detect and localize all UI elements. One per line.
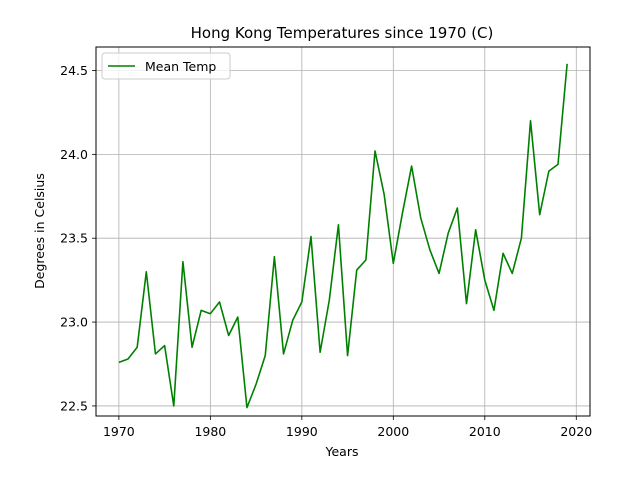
y-axis-label: Degrees in Celsius — [32, 173, 47, 289]
legend: Mean Temp — [102, 53, 230, 79]
x-axis-label: Years — [325, 444, 359, 459]
x-tick-label: 1980 — [194, 424, 226, 439]
y-tick-label: 23.5 — [60, 231, 88, 246]
x-tick-label: 1990 — [286, 424, 318, 439]
chart-title: Hong Kong Temperatures since 1970 (C) — [191, 24, 494, 42]
x-tick-label: 2020 — [560, 424, 592, 439]
y-tick-label: 24.5 — [60, 63, 88, 78]
y-tick-label: 23.0 — [60, 315, 88, 330]
y-tick-label: 22.5 — [60, 398, 88, 413]
y-tick-label: 24.0 — [60, 147, 88, 162]
x-tick-label: 1970 — [103, 424, 135, 439]
x-tick-label: 2000 — [377, 424, 409, 439]
legend-label: Mean Temp — [145, 59, 216, 74]
x-tick-label: 2010 — [469, 424, 501, 439]
